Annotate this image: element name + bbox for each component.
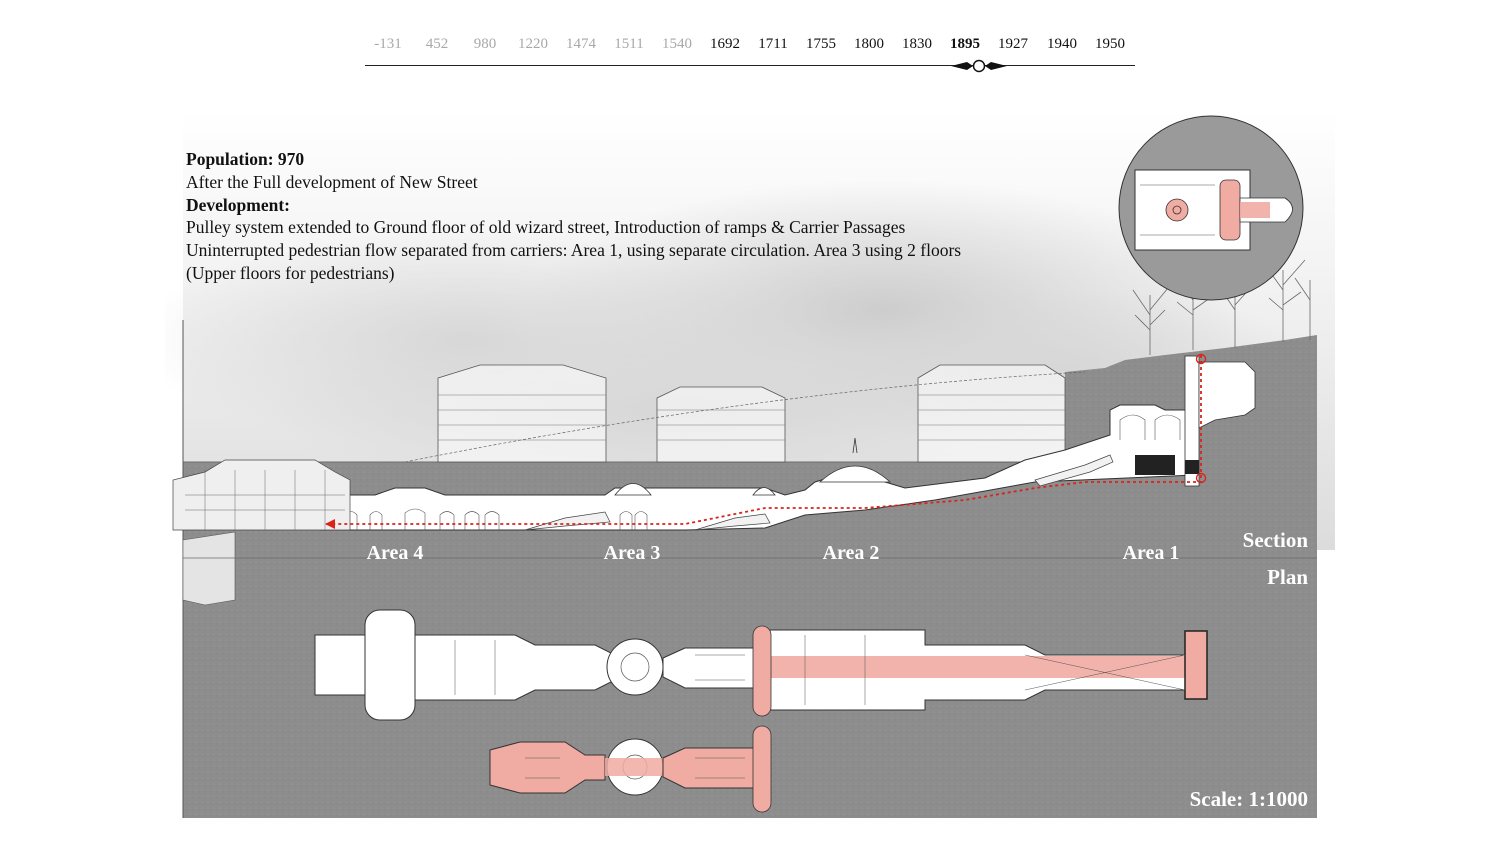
timeline-year-1755[interactable]: 1755 (806, 36, 836, 52)
timeline-year-1692[interactable]: 1692 (710, 36, 740, 52)
area-3-label: Area 3 (603, 542, 661, 564)
timeline-year-1511[interactable]: 1511 (614, 36, 644, 52)
timeline-year-1711[interactable]: 1711 (758, 36, 788, 52)
timeline-year-1940[interactable]: 1940 (1047, 36, 1077, 52)
development-line: Pulley system extended to Ground floor o… (186, 217, 906, 238)
timeline-year-1830[interactable]: 1830 (902, 36, 932, 52)
section-label: Section (1242, 528, 1308, 552)
drawing-panel (165, 110, 1335, 850)
timeline-year-980[interactable]: 980 (473, 36, 497, 52)
area-2-label: Area 2 (822, 542, 880, 564)
timeline-slider-handle[interactable] (949, 59, 1009, 73)
section-plan-drawing (165, 110, 1335, 818)
timeline-year-1895[interactable]: 1895 (950, 36, 980, 52)
description-block: Population: 970 After the Full developme… (186, 148, 1086, 285)
plan-drawing (314, 609, 1208, 813)
key-plan-inset (1118, 115, 1304, 301)
development-heading: Development: (186, 194, 291, 215)
timeline-year-1220[interactable]: 1220 (518, 36, 548, 52)
ghost-buildings (404, 364, 1086, 463)
pedestrian-flow-arrow (325, 355, 1202, 525)
timeline-year--131[interactable]: -131 (374, 36, 402, 52)
timeline: -131 452 980 1220 1474 1511 1540 1692 1711 1755 18… (365, 30, 1135, 80)
timeline-axis (365, 65, 1135, 66)
area-1-label: Area 1 (1122, 542, 1180, 564)
timeline-year-1474[interactable]: 1474 (566, 36, 596, 52)
timeline-year-1927[interactable]: 1927 (998, 36, 1028, 52)
population-line: Population: 970 (186, 149, 305, 169)
timeline-years: -131 452 980 1220 1474 1511 1540 1692 1711 1755 18… (365, 36, 1135, 58)
scale-label: Scale: 1:1000 (1189, 787, 1308, 811)
development-line: (Upper floors for pedestrians) (186, 262, 395, 283)
timeline-year-452[interactable]: 452 (425, 36, 449, 52)
timeline-year-1540[interactable]: 1540 (662, 36, 692, 52)
development-line: Uninterrupted pedestrian flow separated … (186, 240, 962, 261)
plan-label: Plan (1267, 565, 1308, 589)
timeline-year-1950[interactable]: 1950 (1095, 36, 1125, 52)
area-4-label: Area 4 (366, 542, 424, 564)
timeline-year-1800[interactable]: 1800 (854, 36, 884, 52)
section-drawing (172, 353, 1256, 606)
description-subtitle: After the Full development of New Street (186, 171, 478, 192)
